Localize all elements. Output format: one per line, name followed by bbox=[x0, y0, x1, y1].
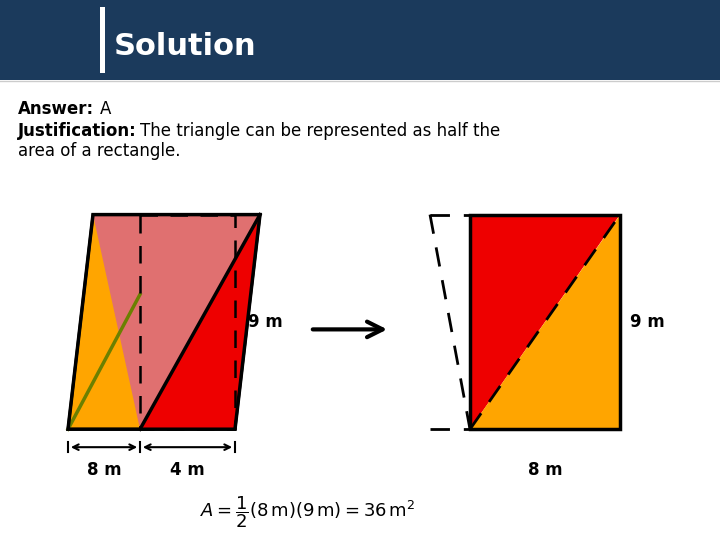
Text: 8 m: 8 m bbox=[528, 461, 562, 479]
Text: 4 m: 4 m bbox=[170, 461, 205, 479]
Polygon shape bbox=[93, 214, 260, 429]
Text: Answer:: Answer: bbox=[18, 100, 94, 118]
Bar bbox=[0, 0, 720, 80]
Text: 9 m: 9 m bbox=[630, 313, 665, 331]
Bar bbox=[100, 7, 105, 73]
Text: The triangle can be represented as half the: The triangle can be represented as half … bbox=[140, 122, 500, 140]
Text: 9 m: 9 m bbox=[248, 313, 283, 331]
Text: Solution: Solution bbox=[114, 32, 256, 62]
Polygon shape bbox=[470, 214, 620, 429]
Text: area of a rectangle.: area of a rectangle. bbox=[18, 141, 181, 160]
Polygon shape bbox=[140, 214, 260, 429]
Text: 8 m: 8 m bbox=[86, 461, 121, 479]
Text: Justification:: Justification: bbox=[18, 122, 137, 140]
Text: $A = \dfrac{1}{2}(8\,\mathrm{m})(9\,\mathrm{m}) = 36\,\mathrm{m}^2$: $A = \dfrac{1}{2}(8\,\mathrm{m})(9\,\mat… bbox=[200, 494, 415, 530]
Polygon shape bbox=[68, 214, 260, 429]
Polygon shape bbox=[470, 214, 620, 429]
Text: A: A bbox=[100, 100, 112, 118]
